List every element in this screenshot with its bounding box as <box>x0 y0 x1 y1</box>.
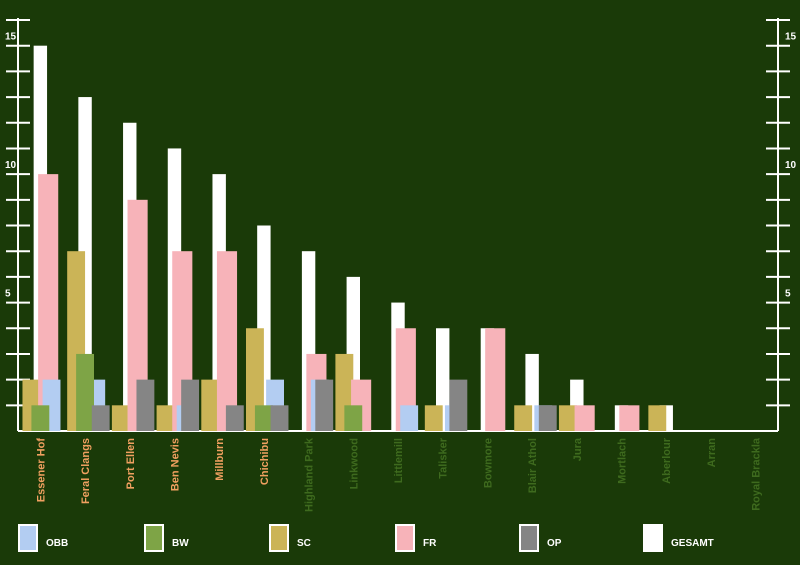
x-tick-label: Aberlour <box>661 437 673 484</box>
x-tick-label: Blair Athol <box>527 438 539 493</box>
legend-label: GESAMT <box>671 538 714 549</box>
legend-swatch <box>643 524 663 552</box>
legend-swatch <box>519 524 539 552</box>
bar <box>127 199 148 431</box>
bar <box>558 405 577 431</box>
x-tick-label: Millburn <box>214 438 226 481</box>
bar <box>514 405 533 431</box>
legend-label: FR <box>423 538 437 549</box>
y-tick-label: 10 <box>5 160 17 171</box>
bar <box>38 174 59 431</box>
x-tick-label: Bowmore <box>482 438 494 488</box>
legend-swatch <box>144 524 164 552</box>
legend-label: OBB <box>46 538 68 549</box>
legend-swatch <box>269 524 289 552</box>
legend-label: OP <box>547 538 562 549</box>
y2-tick-label: 10 <box>785 160 797 171</box>
bar <box>31 405 50 431</box>
bar <box>181 379 200 431</box>
y-tick-label: 5 <box>5 289 11 300</box>
bar <box>619 405 640 431</box>
bar <box>449 379 468 431</box>
x-tick-label: Arran <box>706 438 718 468</box>
bar <box>648 405 667 431</box>
bar <box>216 251 238 431</box>
y-tick-label: 15 <box>5 32 17 43</box>
legend-label: BW <box>172 538 189 549</box>
bar <box>424 405 443 431</box>
bar <box>485 328 506 431</box>
legend-label: SC <box>297 538 311 549</box>
bar <box>344 405 363 431</box>
x-tick-label: Jura <box>572 437 584 461</box>
x-tick-label: Littlemill <box>393 438 405 483</box>
bar <box>400 405 419 431</box>
y2-tick-label: 15 <box>785 32 797 43</box>
y2-tick-label: 5 <box>785 289 791 300</box>
bar <box>156 405 175 431</box>
bar <box>254 405 273 431</box>
x-tick-label: Chichibu <box>259 438 271 485</box>
bar <box>270 405 289 431</box>
bar <box>201 379 220 431</box>
bar <box>76 353 94 431</box>
x-tick-label: Feral Clangs <box>80 438 92 504</box>
bar <box>574 405 595 431</box>
bar <box>315 379 334 431</box>
x-tick-label: Ben Nevis <box>169 438 181 491</box>
x-tick-label: Mortlach <box>617 438 629 484</box>
bar <box>538 405 557 431</box>
x-tick-label: Port Ellen <box>125 438 137 490</box>
bar <box>225 405 244 431</box>
legend-swatch <box>18 524 38 552</box>
bar <box>91 405 110 431</box>
bar <box>111 405 130 431</box>
x-tick-label: Essener Hof <box>35 438 47 503</box>
bar <box>136 379 155 431</box>
x-tick-label: Linkwood <box>348 438 360 489</box>
x-tick-label: Royal Brackla <box>751 437 763 511</box>
x-tick-label: Talisker <box>438 437 450 478</box>
legend-swatch <box>395 524 415 552</box>
x-tick-label: Highland Park <box>304 437 316 512</box>
